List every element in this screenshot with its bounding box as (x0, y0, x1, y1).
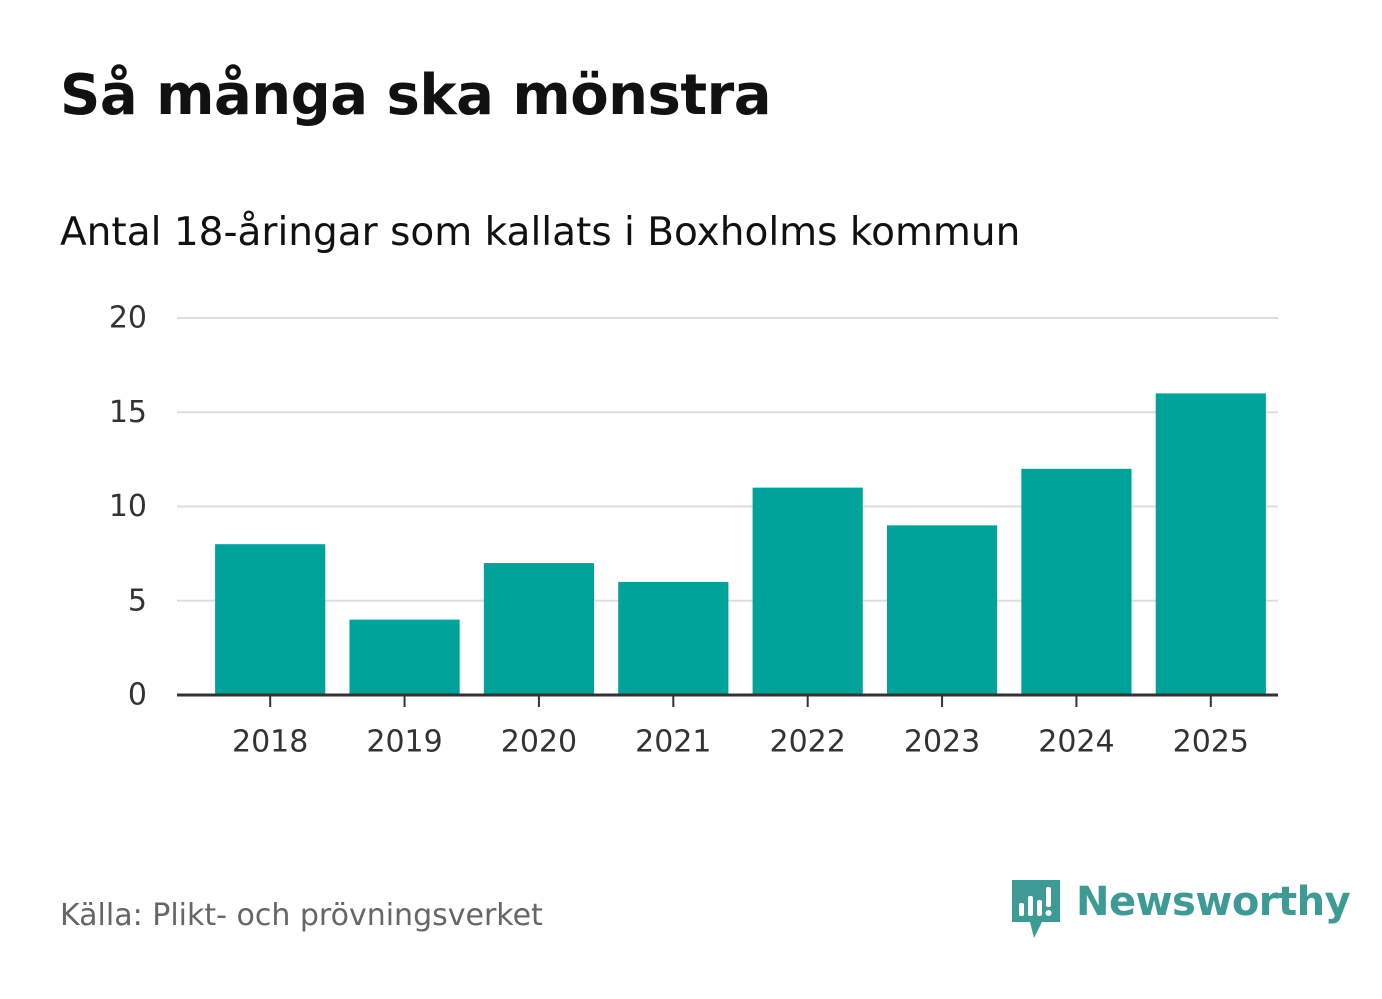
newsworthy-logo-icon (1012, 880, 1060, 938)
x-tick-label: 2022 (770, 725, 846, 760)
bar-2022 (752, 487, 863, 695)
brand-logo: Newsworthy (1010, 878, 1351, 942)
x-tick-label: 2024 (1038, 725, 1114, 760)
y-tick-label: 10 (109, 489, 147, 524)
x-tick-label: 2023 (904, 725, 980, 760)
x-tick-label: 2018 (232, 725, 308, 760)
y-tick-label: 5 (128, 583, 147, 618)
brand-name: Newsworthy (1076, 879, 1351, 925)
x-axis: 2018 2019 2020 2021 2022 2023 2024 2025 (177, 693, 1278, 760)
bar-2020 (483, 563, 595, 695)
x-tick-label: 2020 (501, 725, 577, 760)
y-tick-label: 0 (128, 678, 147, 713)
bar-2023 (886, 525, 998, 695)
bar-2021 (618, 581, 729, 695)
chart-subtitle: Antal 18-åringar som kallats i Boxholms … (60, 210, 1021, 255)
bar-2018 (215, 544, 326, 695)
y-axis-ticks: 0 5 10 15 20 (109, 301, 147, 713)
x-tick-label: 2021 (635, 725, 711, 760)
bar-2025 (1155, 393, 1266, 695)
chart-title: Så många ska mönstra (60, 63, 772, 128)
bar-chart: 0 5 10 15 20 2018 2019 2020 2021 2022 2023 2024 202… (109, 301, 1278, 760)
x-tick-label: 2019 (366, 725, 442, 760)
bars (215, 393, 1266, 695)
y-tick-label: 15 (109, 395, 147, 430)
bar-2019 (349, 619, 460, 695)
x-tick-label: 2025 (1173, 725, 1249, 760)
y-tick-label: 20 (109, 301, 147, 336)
source-note: Källa: Plikt- och prövningsverket (60, 898, 543, 933)
bar-2024 (1021, 468, 1132, 695)
